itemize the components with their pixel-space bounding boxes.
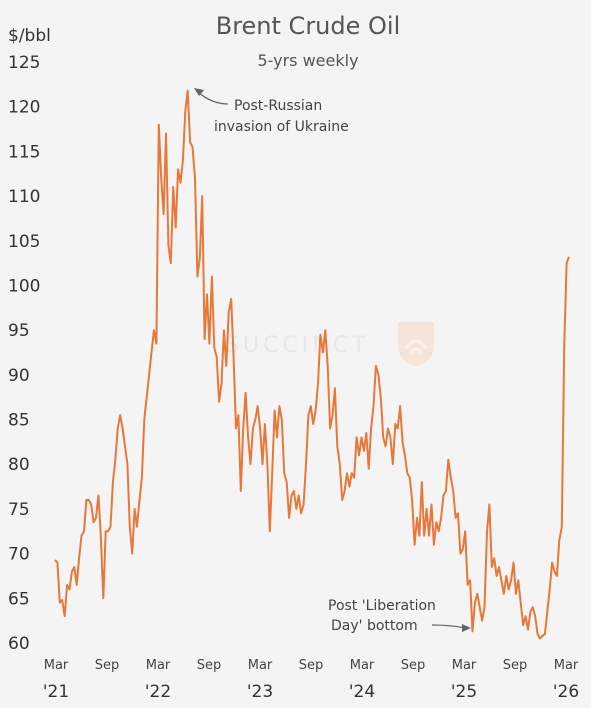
- x-tick-month: Mar: [44, 658, 69, 673]
- annotation-russian-invasion-line2: invasion of Ukraine: [214, 119, 349, 135]
- x-tick-month: Sep: [197, 658, 222, 673]
- x-tick-month: Sep: [401, 658, 426, 673]
- y-tick-label: 80: [8, 455, 30, 475]
- annotation-russian-invasion-arrow: [197, 91, 229, 105]
- x-tick-year: '23: [247, 682, 273, 702]
- y-tick-label: 90: [8, 366, 30, 386]
- x-tick-year: '26: [553, 682, 579, 702]
- y-tick-label: 100: [8, 276, 40, 296]
- chart-title: Brent Crude Oil: [216, 12, 401, 40]
- y-tick-label: 85: [8, 411, 30, 431]
- y-tick-label: 120: [8, 98, 40, 118]
- annotation-russian-invasion: Post-Russian invasion of Ukraine: [194, 88, 349, 135]
- annotation-russian-invasion-line1: Post-Russian: [234, 98, 322, 114]
- x-tick-year: '22: [145, 682, 171, 702]
- y-tick-label: 65: [8, 589, 30, 609]
- y-tick-label: 115: [8, 142, 40, 162]
- x-tick-month: Mar: [554, 658, 579, 673]
- annotation-liberation-day: Post 'Liberation Day' bottom: [328, 598, 471, 634]
- annotation-liberation-day-arrow: [431, 624, 467, 629]
- y-axis-label: $/bbl: [8, 26, 51, 46]
- watermark-text: SUCCINCT: [225, 333, 370, 358]
- x-tick-year: '21: [43, 682, 69, 702]
- x-tick-month: Mar: [452, 658, 477, 673]
- y-tick-label: 70: [8, 545, 30, 565]
- annotation-liberation-day-arrowhead: [462, 624, 471, 632]
- chart-subtitle: 5-yrs weekly: [257, 51, 358, 70]
- x-axis-ticks: Mar '21 Sep Mar '22 Sep Mar '23 Sep Mar '24 Sep Mar '…: [43, 658, 579, 702]
- x-tick-year: '24: [349, 682, 375, 702]
- y-tick-label: 60: [8, 634, 30, 654]
- y-tick-label: 125: [8, 53, 40, 73]
- series-line: [54, 89, 570, 640]
- x-tick-month: Mar: [350, 658, 375, 673]
- annotation-russian-invasion-arrowhead: [194, 88, 204, 96]
- x-tick-month: Mar: [146, 658, 171, 673]
- watermark-logo-icon: [398, 322, 434, 366]
- y-axis-ticks: 60 65 70 75 80 85 90 95 100 105 110 115 120 125: [8, 53, 40, 654]
- y-tick-label: 110: [8, 187, 40, 207]
- x-tick-month: Mar: [248, 658, 273, 673]
- annotation-liberation-day-line1: Post 'Liberation: [328, 598, 436, 614]
- x-tick-month: Sep: [503, 658, 528, 673]
- x-tick-month: Sep: [299, 658, 324, 673]
- y-tick-label: 105: [8, 232, 40, 252]
- y-tick-label: 95: [8, 321, 30, 341]
- x-tick-year: '25: [451, 682, 477, 702]
- watermark: SUCCINCT: [225, 322, 434, 366]
- y-tick-label: 75: [8, 500, 30, 520]
- x-tick-month: Sep: [95, 658, 120, 673]
- annotation-liberation-day-line2: Day' bottom: [331, 618, 418, 634]
